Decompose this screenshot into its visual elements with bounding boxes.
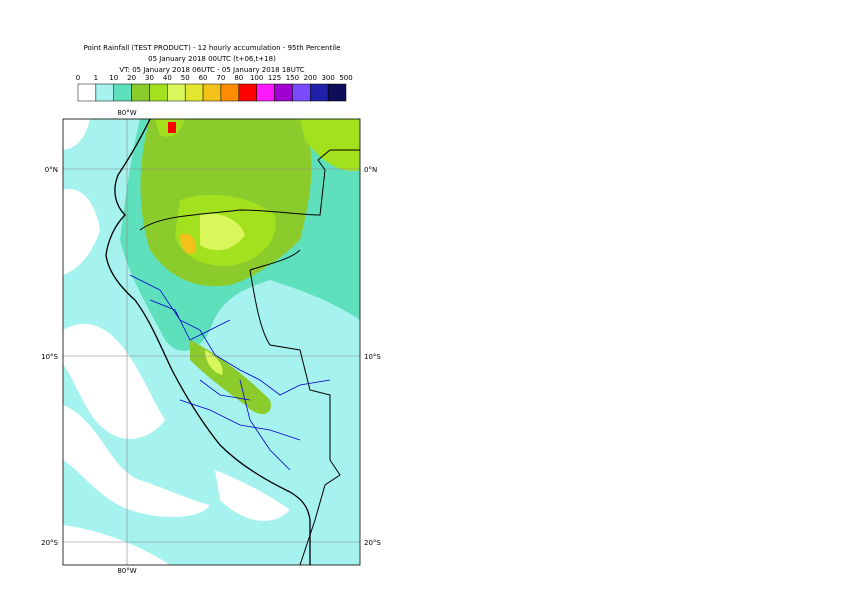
legend-swatch — [238, 83, 257, 102]
legend-swatch — [292, 83, 311, 102]
legend-swatch — [327, 83, 347, 102]
lon-label: 80°W — [117, 567, 136, 575]
map — [63, 119, 360, 565]
base-time: 05 January 2018 00UTC (t+06,t+18) — [148, 55, 276, 63]
legend-label: 125 — [268, 74, 281, 82]
legend-label: 0 — [76, 74, 80, 82]
lat-label: 20°S — [364, 539, 381, 547]
legend-swatch — [149, 83, 168, 102]
legend-swatch — [274, 83, 293, 102]
legend-label: 10 — [109, 74, 118, 82]
lat-label: 10°S — [41, 353, 58, 361]
legend-label: 20 — [127, 74, 136, 82]
legend-label: 80 — [234, 74, 243, 82]
legend: 0 1 10 20 30 40 50 60 70 80 100 125 150 200 300 500 — [76, 74, 353, 102]
legend-label: 150 — [286, 74, 299, 82]
map-frame — [62, 118, 361, 566]
legend-label: 40 — [163, 74, 172, 82]
legend-swatch — [310, 83, 329, 102]
valid-time: VT: 05 January 2018 06UTC - 05 January 2… — [119, 66, 304, 74]
legend-swatch — [256, 83, 275, 102]
legend-label: 50 — [181, 74, 190, 82]
legend-label: 500 — [339, 74, 352, 82]
lon-label: 80°W — [117, 109, 136, 117]
legend-label: 1 — [94, 74, 98, 82]
legend-swatch — [167, 83, 186, 102]
lat-label: 10°S — [364, 353, 381, 361]
legend-swatch — [95, 83, 114, 102]
title: Point Rainfall (TEST PRODUCT) - 12 hourl… — [84, 44, 341, 52]
legend-label: 30 — [145, 74, 154, 82]
legend-swatch — [113, 83, 132, 102]
legend-label: 70 — [216, 74, 225, 82]
legend-swatch — [220, 83, 240, 102]
lat-label: 0°N — [45, 166, 58, 174]
legend-swatch — [77, 83, 97, 102]
legend-swatch — [202, 83, 222, 102]
legend-swatch — [184, 83, 204, 102]
legend-label: 200 — [304, 74, 317, 82]
lat-label: 20°S — [41, 539, 58, 547]
legend-label: 60 — [199, 74, 208, 82]
legend-label: 300 — [321, 74, 334, 82]
lat-label: 0°N — [364, 166, 377, 174]
legend-swatch — [131, 83, 150, 102]
legend-label: 100 — [250, 74, 263, 82]
